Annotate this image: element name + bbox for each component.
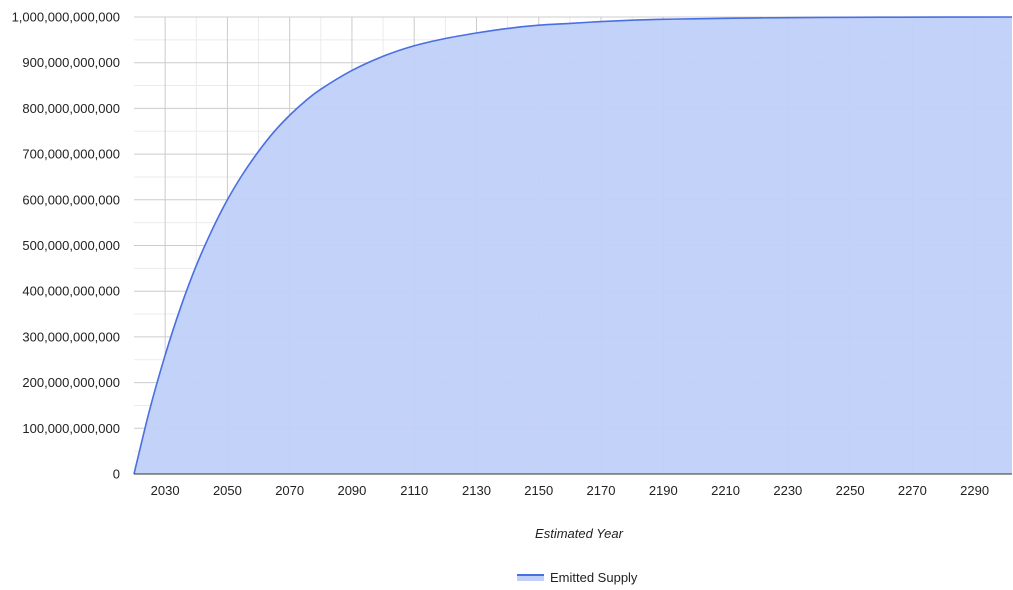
y-tick-label: 1,000,000,000,000: [12, 10, 120, 25]
x-tick-label: 2070: [275, 483, 304, 498]
y-tick-label: 400,000,000,000: [22, 284, 120, 299]
y-tick-label: 800,000,000,000: [22, 101, 120, 116]
y-tick-label: 0: [113, 467, 120, 482]
y-tick-label: 900,000,000,000: [22, 55, 120, 70]
x-tick-label: 2190: [649, 483, 678, 498]
series-area-fill: [134, 17, 1012, 474]
series-line[interactable]: [133, 16, 1013, 475]
x-tick-label: 2150: [524, 483, 553, 498]
x-tick-label: 2130: [462, 483, 491, 498]
x-tick-label: 2050: [213, 483, 242, 498]
legend[interactable]: Emitted Supply: [517, 570, 638, 585]
y-tick-label: 200,000,000,000: [22, 375, 120, 390]
series-layer: [133, 16, 1013, 475]
x-tick-label: 2290: [960, 483, 989, 498]
legend-swatch: [517, 574, 544, 581]
legend-label: Emitted Supply: [550, 570, 638, 585]
x-axis-tick-labels: 2030 2050 2070 2090 2110 2130 2150 2170 2190 2210…: [151, 483, 989, 498]
y-axis-tick-labels: 0 100,000,000,000 200,000,000,000 300,000,0…: [12, 10, 120, 482]
x-tick-label: 2170: [587, 483, 616, 498]
y-tick-label: 500,000,000,000: [22, 238, 120, 253]
x-tick-label: 2230: [773, 483, 802, 498]
x-tick-label: 2270: [898, 483, 927, 498]
x-tick-label: 2210: [711, 483, 740, 498]
y-tick-label: 700,000,000,000: [22, 147, 120, 162]
x-axis-title: Estimated Year: [535, 526, 624, 541]
y-tick-label: 100,000,000,000: [22, 421, 120, 436]
x-tick-label: 2030: [151, 483, 180, 498]
x-tick-label: 2110: [400, 483, 428, 498]
y-tick-label: 300,000,000,000: [22, 329, 120, 344]
x-tick-label: 2090: [337, 483, 366, 498]
x-tick-label: 2250: [836, 483, 865, 498]
y-tick-label: 600,000,000,000: [22, 192, 120, 207]
